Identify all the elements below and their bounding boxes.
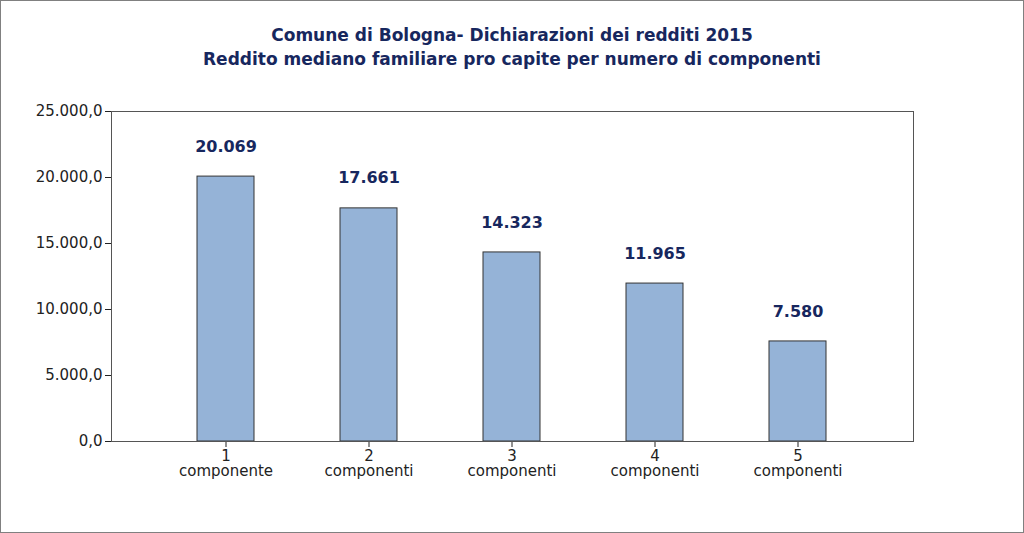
svg-text:10.000,0: 10.000,0 bbox=[36, 300, 103, 318]
svg-text:15.000,0: 15.000,0 bbox=[36, 234, 103, 252]
svg-text:14.323: 14.323 bbox=[481, 213, 543, 232]
svg-text:7.580: 7.580 bbox=[773, 302, 824, 321]
svg-text:20.000,0: 20.000,0 bbox=[36, 168, 103, 186]
svg-text:1componente: 1componente bbox=[179, 447, 273, 480]
svg-text:5.000,0: 5.000,0 bbox=[45, 366, 102, 384]
svg-text:3componenti: 3componenti bbox=[467, 447, 556, 480]
svg-text:4componenti: 4componenti bbox=[610, 447, 699, 480]
svg-text:11.965: 11.965 bbox=[624, 244, 686, 263]
svg-text:25.000,0: 25.000,0 bbox=[36, 102, 103, 120]
svg-text:5componenti: 5componenti bbox=[753, 447, 842, 480]
svg-text:0,0: 0,0 bbox=[79, 432, 103, 450]
svg-text:2componenti: 2componenti bbox=[324, 447, 413, 480]
html-text:Comune di Bologna- Dichiarazio: Comune di Bologna- Dichiarazioni dei red… bbox=[203, 25, 821, 69]
svg-text:20.069: 20.069 bbox=[195, 137, 257, 156]
svg-text:17.661: 17.661 bbox=[338, 168, 400, 187]
